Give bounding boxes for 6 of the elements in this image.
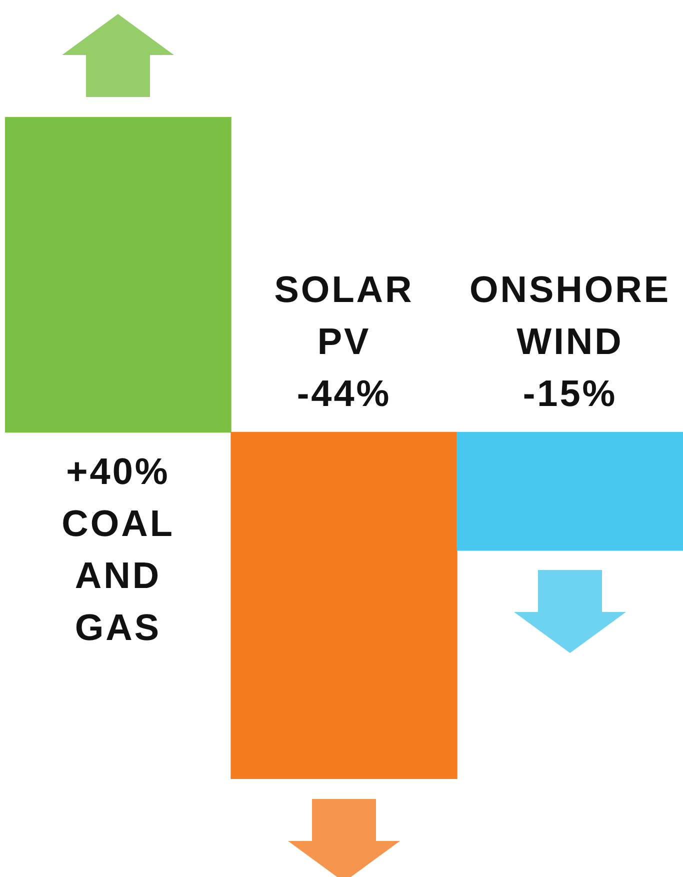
- x-tick-label: COAL AND GAS: [62, 503, 174, 648]
- x-tick-label: SOLAR PV: [274, 269, 414, 362]
- x-tick-label: ONSHORE WIND: [469, 269, 671, 362]
- data-label: +40%: [66, 451, 170, 492]
- data-label: -44%: [296, 373, 392, 414]
- data-label: -15%: [522, 373, 618, 414]
